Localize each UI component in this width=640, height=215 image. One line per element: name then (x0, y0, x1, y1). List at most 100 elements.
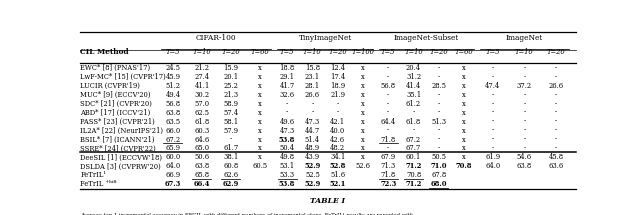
Text: T=10: T=10 (303, 48, 322, 56)
Text: 56.8: 56.8 (381, 82, 396, 90)
Text: 53.8: 53.8 (279, 180, 295, 188)
Text: 57.4: 57.4 (223, 109, 239, 117)
Text: 63.6: 63.6 (548, 162, 564, 170)
Text: 41.4: 41.4 (406, 82, 421, 90)
Text: 68.0: 68.0 (431, 180, 447, 188)
Text: -: - (524, 109, 525, 117)
Text: 45.9: 45.9 (165, 73, 180, 81)
Text: x: x (361, 127, 365, 135)
Text: x: x (361, 144, 365, 152)
Text: T=60: T=60 (455, 48, 474, 56)
Text: x: x (361, 154, 365, 161)
Text: -: - (412, 127, 415, 135)
Text: T=100: T=100 (351, 48, 374, 56)
Text: 31.2: 31.2 (406, 73, 421, 81)
Text: -: - (524, 144, 525, 152)
Text: -: - (438, 127, 440, 135)
Text: TABLE I: TABLE I (310, 197, 346, 205)
Text: 21.9: 21.9 (330, 91, 345, 99)
Text: x: x (258, 154, 262, 161)
Text: 47.3: 47.3 (280, 127, 294, 135)
Text: x: x (258, 118, 262, 126)
Text: -: - (524, 135, 525, 144)
Text: -: - (492, 100, 494, 108)
Text: -: - (438, 144, 440, 152)
Text: T=20: T=20 (328, 48, 347, 56)
Text: -: - (492, 118, 494, 126)
Text: 35.1: 35.1 (406, 91, 421, 99)
Text: ImageNet: ImageNet (506, 34, 543, 42)
Text: T=5: T=5 (486, 48, 500, 56)
Text: T=10: T=10 (193, 48, 211, 56)
Text: 49.4: 49.4 (165, 91, 180, 99)
Text: 49.6: 49.6 (280, 118, 294, 126)
Text: 25.2: 25.2 (223, 82, 238, 90)
Text: -: - (492, 109, 494, 117)
Text: -: - (555, 118, 557, 126)
Text: 71.8: 71.8 (381, 135, 396, 144)
Text: -: - (387, 73, 389, 81)
Text: 67.2: 67.2 (165, 135, 180, 144)
Text: 50.5: 50.5 (431, 154, 446, 161)
Text: 47.4: 47.4 (485, 82, 500, 90)
Text: 67.3: 67.3 (164, 180, 181, 188)
Text: -: - (555, 135, 557, 144)
Text: x: x (361, 73, 365, 81)
Text: LwF-MC* [15] (CVPR'17): LwF-MC* [15] (CVPR'17) (81, 73, 166, 81)
Text: Average top-1 incremental accuracy in EFCIL with different numbers of incrementa: Average top-1 incremental accuracy in EF… (80, 213, 413, 215)
Text: x: x (462, 73, 466, 81)
Text: x: x (258, 64, 262, 72)
Text: -: - (387, 100, 389, 108)
Text: 28.1: 28.1 (305, 82, 320, 90)
Text: x: x (462, 154, 466, 161)
Text: 71.2: 71.2 (405, 162, 422, 170)
Text: 66.0: 66.0 (165, 127, 180, 135)
Text: -: - (337, 100, 339, 108)
Text: 64.6: 64.6 (195, 135, 209, 144)
Text: -: - (438, 91, 440, 99)
Text: 18.9: 18.9 (330, 82, 345, 90)
Text: 41.7: 41.7 (280, 82, 294, 90)
Text: 67.8: 67.8 (431, 171, 447, 179)
Text: 67.9: 67.9 (381, 154, 396, 161)
Text: -: - (438, 109, 440, 117)
Text: -: - (337, 109, 339, 117)
Text: 63.5: 63.5 (165, 118, 180, 126)
Text: -: - (286, 100, 288, 108)
Text: 45.8: 45.8 (548, 154, 564, 161)
Text: BSIL* [7] (ICANN'21): BSIL* [7] (ICANN'21) (81, 135, 155, 144)
Text: -: - (412, 109, 415, 117)
Text: x: x (462, 135, 466, 144)
Text: CIL Method: CIL Method (81, 48, 129, 56)
Text: -: - (438, 100, 440, 108)
Text: 51.6: 51.6 (330, 171, 345, 179)
Text: 53.8: 53.8 (279, 135, 295, 144)
Text: 71.2: 71.2 (405, 180, 422, 188)
Text: 18.8: 18.8 (280, 64, 294, 72)
Text: 48.9: 48.9 (305, 144, 320, 152)
Text: LUCIR (CVPR'19): LUCIR (CVPR'19) (81, 82, 140, 90)
Text: x: x (462, 127, 466, 135)
Text: 62.9: 62.9 (223, 180, 239, 188)
Text: x: x (361, 109, 365, 117)
Text: 62.6: 62.6 (223, 171, 239, 179)
Text: 61.8: 61.8 (406, 118, 421, 126)
Text: -: - (387, 64, 389, 72)
Text: 26.6: 26.6 (305, 91, 320, 99)
Text: 23.1: 23.1 (305, 73, 320, 81)
Text: 21.3: 21.3 (223, 91, 239, 99)
Text: 38.1: 38.1 (223, 154, 239, 161)
Text: 27.4: 27.4 (195, 73, 209, 81)
Text: 52.9: 52.9 (304, 162, 321, 170)
Text: -: - (524, 118, 525, 126)
Text: 60.8: 60.8 (223, 162, 239, 170)
Text: 34.1: 34.1 (330, 154, 346, 161)
Text: DeeSIL [1] (ECCVW'18): DeeSIL [1] (ECCVW'18) (81, 154, 163, 161)
Text: -: - (387, 144, 389, 152)
Text: -: - (555, 109, 557, 117)
Text: SSRE* [24] (CVPR'22): SSRE* [24] (CVPR'22) (81, 144, 156, 152)
Text: -: - (555, 91, 557, 99)
Text: 60.1: 60.1 (406, 154, 421, 161)
Text: 44.7: 44.7 (305, 127, 320, 135)
Text: x: x (361, 118, 365, 126)
